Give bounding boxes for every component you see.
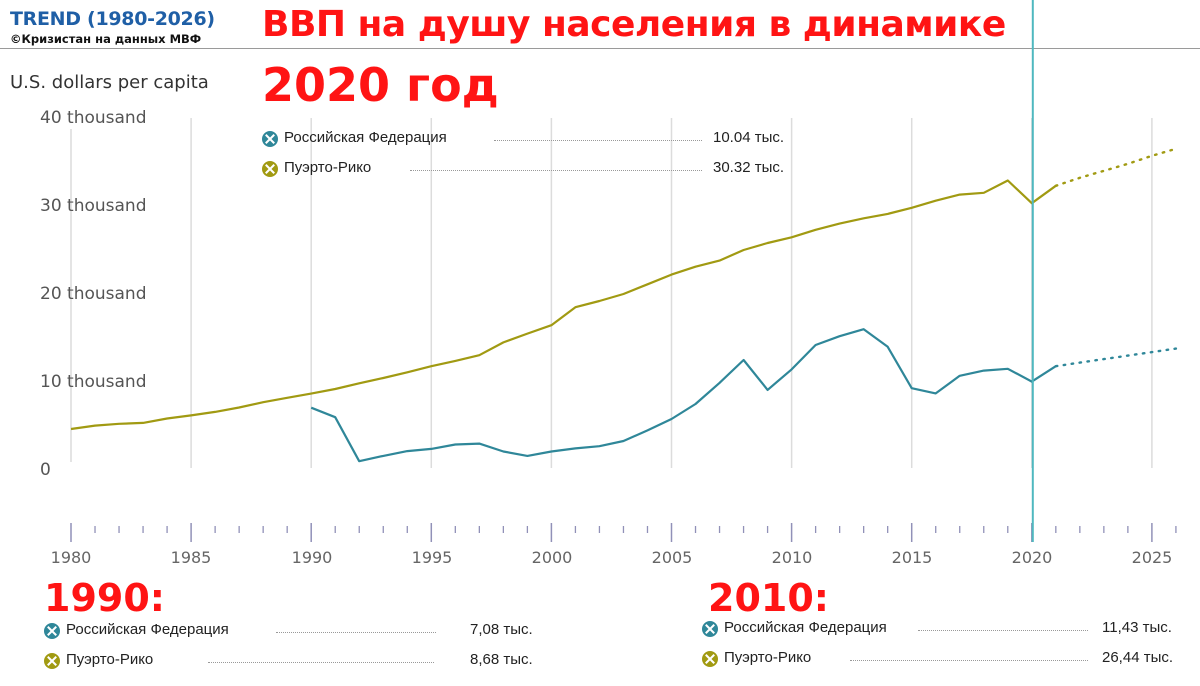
x-tick-label: 2020 [1011, 548, 1053, 567]
legend-series-name: Пуэрто-Рико [724, 649, 812, 666]
leader-dots [494, 140, 702, 141]
y-axis-unit-label: U.S. dollars per capita [10, 72, 209, 93]
legend-series-value: 10.04 тыс. [713, 129, 785, 146]
legend-row-puerto-rico: Пуэрто-Рико 30.32 тыс. [262, 155, 784, 185]
legend-row-russia: Российская Федерация 7,08 тыс. [44, 617, 564, 647]
russia-marker-icon [702, 621, 718, 637]
x-tick-label: 2010 [771, 548, 813, 567]
y-tick-label: 10 thousand [40, 372, 147, 392]
legend-2010: Российская Федерация 11,43 тыс. Пуэрто-Р… [702, 615, 1200, 675]
x-tick-label: 1980 [50, 548, 92, 567]
legend-row-puerto-rico: Пуэрто-Рико 26,44 тыс. [702, 645, 1200, 675]
legend-1990: Российская Федерация 7,08 тыс. Пуэрто-Ри… [44, 617, 564, 677]
y-tick-label: 0 [40, 460, 51, 480]
forecast-line [1054, 147, 1178, 188]
legend-series-name: Российская Федерация [66, 621, 229, 638]
x-axis-ticks [70, 523, 1177, 542]
forecast-line [1054, 347, 1178, 368]
leader-dots [410, 170, 702, 171]
leader-dots [276, 632, 436, 633]
legend-row-russia: Российская Федерация 10.04 тыс. [262, 125, 784, 155]
y-tick-label: 40 thousand [40, 108, 147, 128]
x-tick-label: 2015 [891, 548, 933, 567]
series-line [70, 179, 1057, 431]
legend-series-value: 30.32 тыс. [713, 159, 785, 176]
legend-series-value: 7,08 тыс. [470, 621, 533, 638]
series-lines [70, 147, 1178, 463]
puerto-rico-marker-icon [262, 161, 278, 177]
x-tick-label: 1995 [411, 548, 453, 567]
header-divider [0, 48, 1200, 49]
x-tick-label: 2025 [1131, 548, 1173, 567]
legend-row-puerto-rico: Пуэрто-Рико 8,68 тыс. [44, 647, 564, 677]
legend-row-russia: Российская Федерация 11,43 тыс. [702, 615, 1200, 645]
legend-series-value: 8,68 тыс. [470, 651, 533, 668]
y-tick-label: 20 thousand [40, 284, 147, 304]
puerto-rico-marker-icon [702, 651, 718, 667]
x-tick-label: 1985 [170, 548, 212, 567]
year-label-1990: 1990: [44, 576, 165, 620]
legend-series-value: 26,44 тыс. [1102, 649, 1174, 666]
legend-series-name: Пуэрто-Рико [284, 159, 372, 176]
x-tick-label: 1990 [291, 548, 333, 567]
brand-title: TREND (1980-2026) [10, 8, 215, 30]
leader-dots [918, 630, 1088, 631]
russia-marker-icon [44, 623, 60, 639]
series-line [310, 328, 1057, 463]
current-year-label: 2020 год [262, 58, 499, 112]
headline: ВВП на душу населения в динамике [262, 4, 1006, 45]
brand-subtitle: ©Кризистан на данных МВФ [10, 32, 202, 46]
legend-series-value: 11,43 тыс. [1102, 619, 1172, 636]
leader-dots [208, 662, 434, 663]
tooltip-legend-2020: Российская Федерация 10.04 тыс. Пуэрто-Р… [262, 125, 784, 185]
x-tick-label: 2005 [651, 548, 693, 567]
legend-series-name: Российская Федерация [724, 619, 887, 636]
puerto-rico-marker-icon [44, 653, 60, 669]
x-tick-label: 2000 [531, 548, 573, 567]
y-tick-label: 30 thousand [40, 196, 147, 216]
leader-dots [850, 660, 1088, 661]
russia-marker-icon [262, 131, 278, 147]
year-label-2010: 2010: [708, 576, 829, 620]
legend-series-name: Пуэрто-Рико [66, 651, 154, 668]
legend-series-name: Российская Федерация [284, 129, 447, 146]
